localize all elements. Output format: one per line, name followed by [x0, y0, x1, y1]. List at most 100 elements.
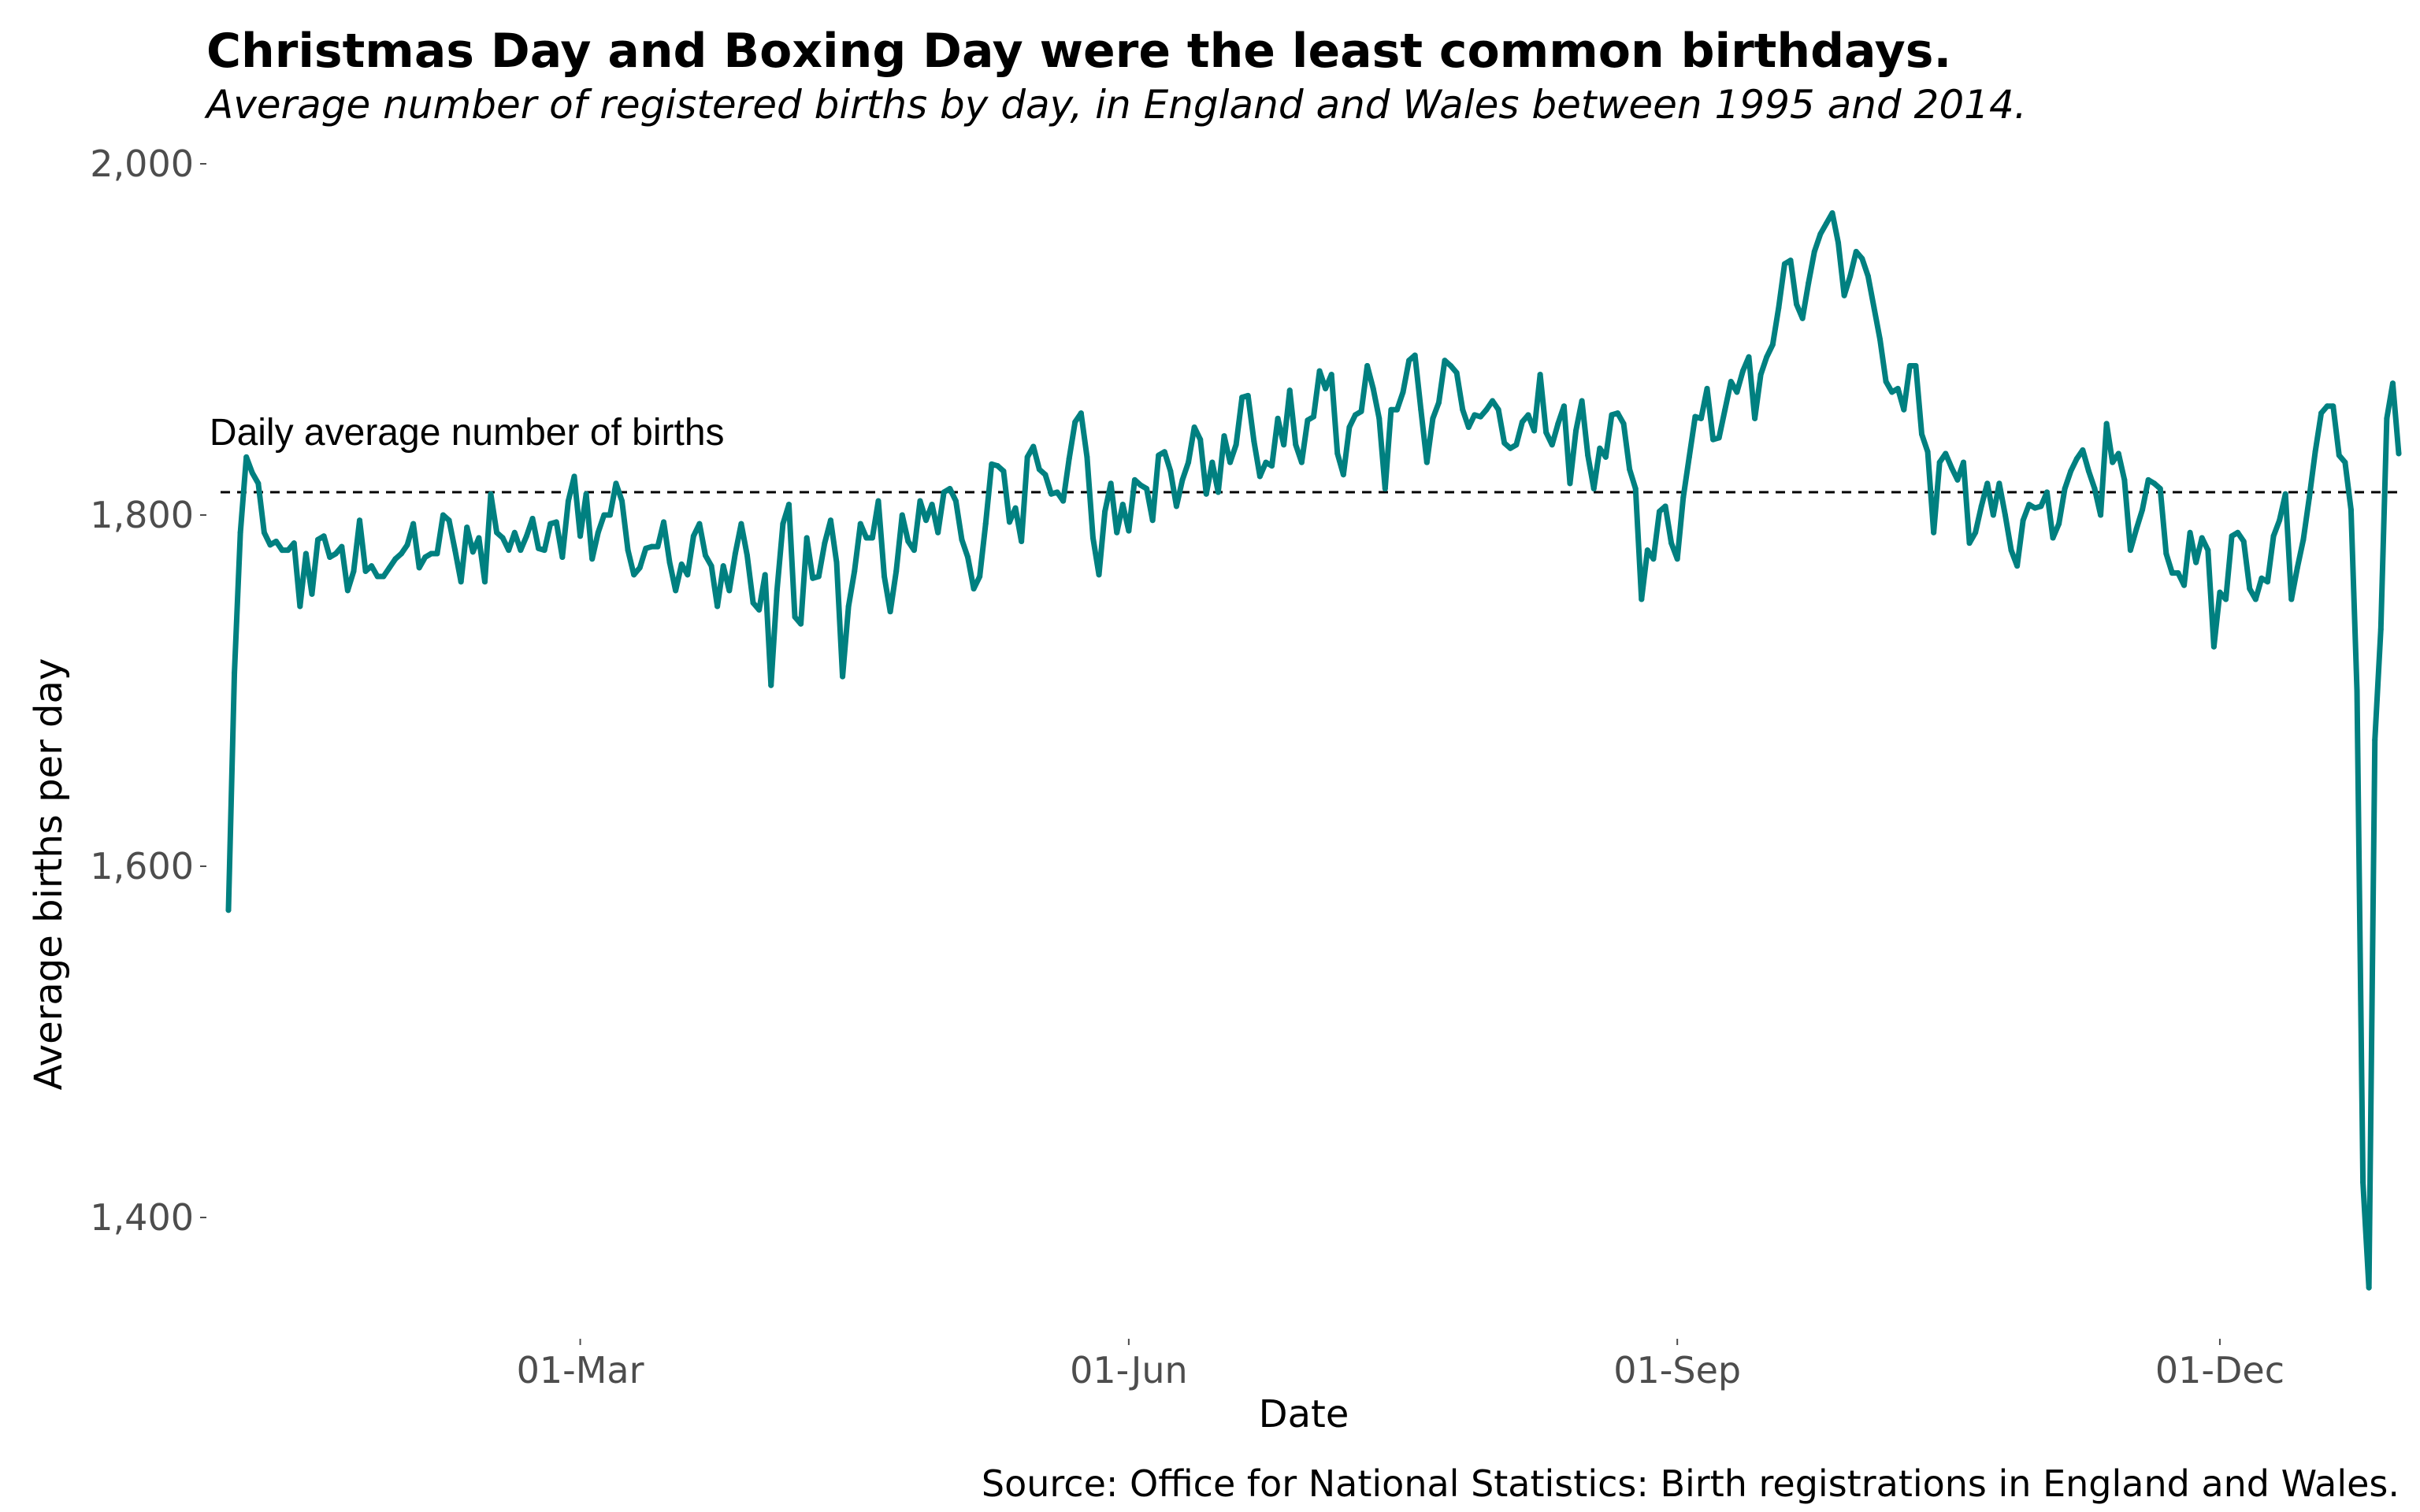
data-point — [285, 547, 291, 554]
data-point — [506, 547, 512, 554]
data-point — [1114, 529, 1120, 536]
data-point — [2354, 687, 2360, 694]
data-point — [2032, 505, 2038, 511]
data-point — [1131, 476, 1138, 483]
reference-line-label: Daily average number of births — [210, 412, 725, 454]
data-point — [1066, 456, 1072, 462]
data-point — [1913, 362, 1919, 369]
data-point — [1078, 410, 1084, 417]
data-point — [738, 521, 744, 527]
data-point — [929, 502, 935, 508]
data-point — [720, 563, 726, 569]
data-point — [822, 540, 828, 547]
data-point — [1895, 385, 1901, 391]
data-point — [464, 524, 470, 531]
data-point — [374, 573, 380, 580]
data-point — [321, 533, 327, 539]
data-point — [768, 682, 774, 688]
data-point — [1251, 438, 1257, 444]
data-point — [2348, 506, 2354, 513]
data-point — [1549, 442, 1555, 448]
data-point — [481, 579, 488, 585]
data-point — [2342, 459, 2348, 465]
data-point — [673, 587, 679, 594]
data-point — [1746, 354, 1752, 360]
data-point — [2073, 456, 2080, 462]
data-point — [2360, 1179, 2366, 1185]
data-point — [1072, 419, 1078, 425]
data-point — [1519, 419, 1525, 425]
data-point — [648, 543, 655, 550]
data-point — [2199, 535, 2205, 541]
data-point — [1054, 489, 1060, 495]
data-point — [1799, 315, 1806, 321]
data-point — [339, 543, 345, 550]
data-point — [2366, 1284, 2372, 1291]
data-point — [1841, 292, 1847, 298]
data-point — [2085, 468, 2092, 474]
data-point — [1656, 509, 1662, 515]
data-point — [1000, 468, 1007, 474]
data-point — [923, 517, 930, 524]
data-point — [1096, 572, 1102, 578]
data-point — [1644, 547, 1650, 554]
data-point — [1781, 261, 1787, 267]
data-point — [2372, 736, 2378, 743]
data-point — [1871, 305, 1877, 311]
data-point — [1490, 398, 1496, 404]
data-point — [1418, 406, 1424, 413]
data-point — [1012, 505, 1019, 511]
data-point — [2205, 547, 2211, 554]
data-point — [1990, 512, 1996, 518]
x-axis-title: Date — [1259, 1392, 1349, 1436]
data-point — [1948, 465, 1954, 471]
data-point — [1686, 454, 1692, 460]
data-point — [1531, 428, 1538, 434]
data-point — [380, 573, 387, 580]
data-point — [2163, 550, 2169, 557]
data-point — [845, 603, 852, 610]
y-axis-title: Average births per day — [27, 658, 71, 1091]
data-point — [297, 603, 303, 610]
data-point — [1936, 459, 1943, 465]
data-point — [785, 502, 792, 508]
data-point — [2210, 643, 2217, 650]
data-point — [1704, 385, 1710, 391]
data-point — [386, 565, 392, 571]
data-point — [1823, 220, 1829, 227]
y-tick-label: 1,600 — [90, 845, 194, 888]
data-point — [1221, 433, 1227, 439]
data-point — [1567, 480, 1573, 487]
data-point — [2008, 547, 2014, 554]
data-point — [798, 621, 804, 627]
data-point — [1627, 466, 1633, 472]
data-point — [2127, 547, 2133, 554]
data-point — [935, 529, 941, 536]
data-point — [1334, 450, 1341, 457]
data-point — [1513, 442, 1520, 448]
data-point — [1495, 406, 1501, 413]
data-point — [2056, 521, 2062, 527]
data-point — [488, 491, 494, 497]
data-point — [1906, 362, 1913, 369]
data-point — [1406, 358, 1412, 364]
data-point — [1609, 412, 1615, 418]
data-point — [547, 521, 554, 527]
data-point — [2229, 533, 2235, 539]
data-point — [1984, 480, 1991, 487]
data-point — [2020, 517, 2026, 524]
data-point — [911, 547, 917, 554]
data-point — [1036, 466, 1042, 472]
data-point — [1286, 387, 1293, 394]
data-point — [1877, 336, 1884, 343]
data-point — [2043, 489, 2050, 495]
data-point — [2080, 447, 2086, 453]
data-point — [774, 587, 780, 594]
data-point — [666, 559, 673, 565]
chart-title: Christmas Day and Boxing Day were the le… — [206, 24, 1951, 79]
data-point — [452, 547, 458, 554]
data-point — [1722, 406, 1728, 413]
data-point — [434, 550, 440, 557]
data-point — [1668, 540, 1675, 547]
data-point — [1710, 436, 1717, 443]
